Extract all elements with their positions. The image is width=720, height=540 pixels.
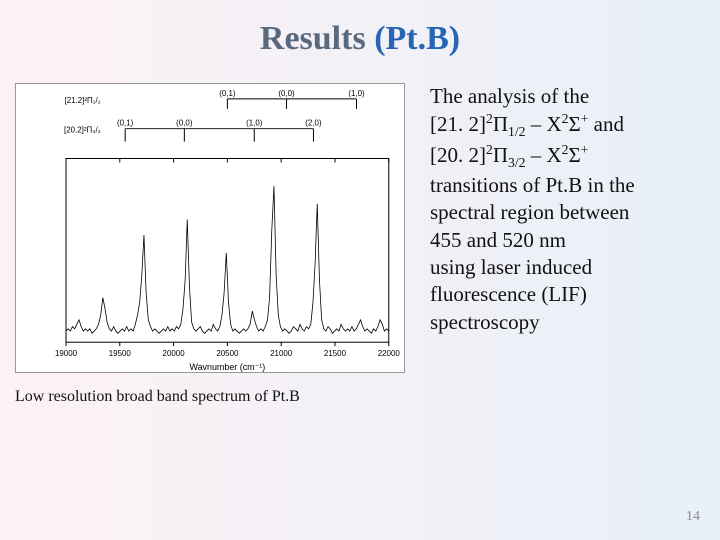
desc-line-7: spectroscopy bbox=[430, 309, 635, 336]
chart-column: 19000 19500 20000 20500 21000 21500 22000 Wavnu… bbox=[15, 83, 410, 406]
svg-text:20000: 20000 bbox=[163, 349, 186, 358]
desc-line-1: The analysis of the bbox=[430, 83, 635, 110]
desc-transition-1: [21. 2]2Π1/2 – X2Σ+ and bbox=[430, 110, 635, 141]
description-text: The analysis of the [21. 2]2Π1/2 – X2Σ+ … bbox=[410, 83, 635, 406]
svg-text:(2,0): (2,0) bbox=[305, 119, 322, 128]
svg-text:20500: 20500 bbox=[216, 349, 239, 358]
chart-caption: Low resolution broad band spectrum of Pt… bbox=[15, 388, 410, 406]
page-number: 14 bbox=[686, 509, 700, 525]
svg-text:[21.2]²Π₁/₂: [21.2]²Π₁/₂ bbox=[65, 96, 101, 105]
desc-line-6: fluorescence (LIF) bbox=[430, 281, 635, 308]
svg-text:(0,1): (0,1) bbox=[219, 89, 236, 98]
title-left: Results bbox=[260, 20, 374, 57]
svg-text:(1,0): (1,0) bbox=[246, 119, 263, 128]
content-row: 19000 19500 20000 20500 21000 21500 22000 Wavnu… bbox=[0, 83, 720, 406]
svg-text:Wavnumber (cm⁻¹): Wavnumber (cm⁻¹) bbox=[189, 362, 265, 372]
svg-text:(0,0): (0,0) bbox=[278, 89, 295, 98]
desc-line-4: 455 and 520 nm bbox=[430, 227, 635, 254]
spectrum-chart: 19000 19500 20000 20500 21000 21500 22000 Wavnu… bbox=[15, 83, 405, 373]
desc-transition-2: [20. 2]2Π3/2 – X2Σ+ bbox=[430, 141, 635, 172]
svg-text:21000: 21000 bbox=[270, 349, 293, 358]
page-title: Results (Pt.B) bbox=[0, 0, 720, 58]
desc-line-5: using laser induced bbox=[430, 254, 635, 281]
svg-text:(0,0): (0,0) bbox=[176, 119, 193, 128]
spectrum-svg: 19000 19500 20000 20500 21000 21500 22000 Wavnu… bbox=[16, 84, 404, 372]
svg-text:21500: 21500 bbox=[324, 349, 347, 358]
svg-text:19500: 19500 bbox=[109, 349, 132, 358]
desc-line-3a: transitions of Pt.B in the bbox=[430, 172, 635, 199]
desc-line-3b: spectral region between bbox=[430, 199, 635, 226]
svg-text:(0,1): (0,1) bbox=[117, 119, 134, 128]
svg-text:[20.2]²Π₃/₂: [20.2]²Π₃/₂ bbox=[64, 126, 101, 135]
title-right: (Pt.B) bbox=[374, 20, 460, 57]
svg-text:19000: 19000 bbox=[55, 349, 78, 358]
svg-text:22000: 22000 bbox=[378, 349, 401, 358]
svg-text:(1,0): (1,0) bbox=[348, 89, 365, 98]
